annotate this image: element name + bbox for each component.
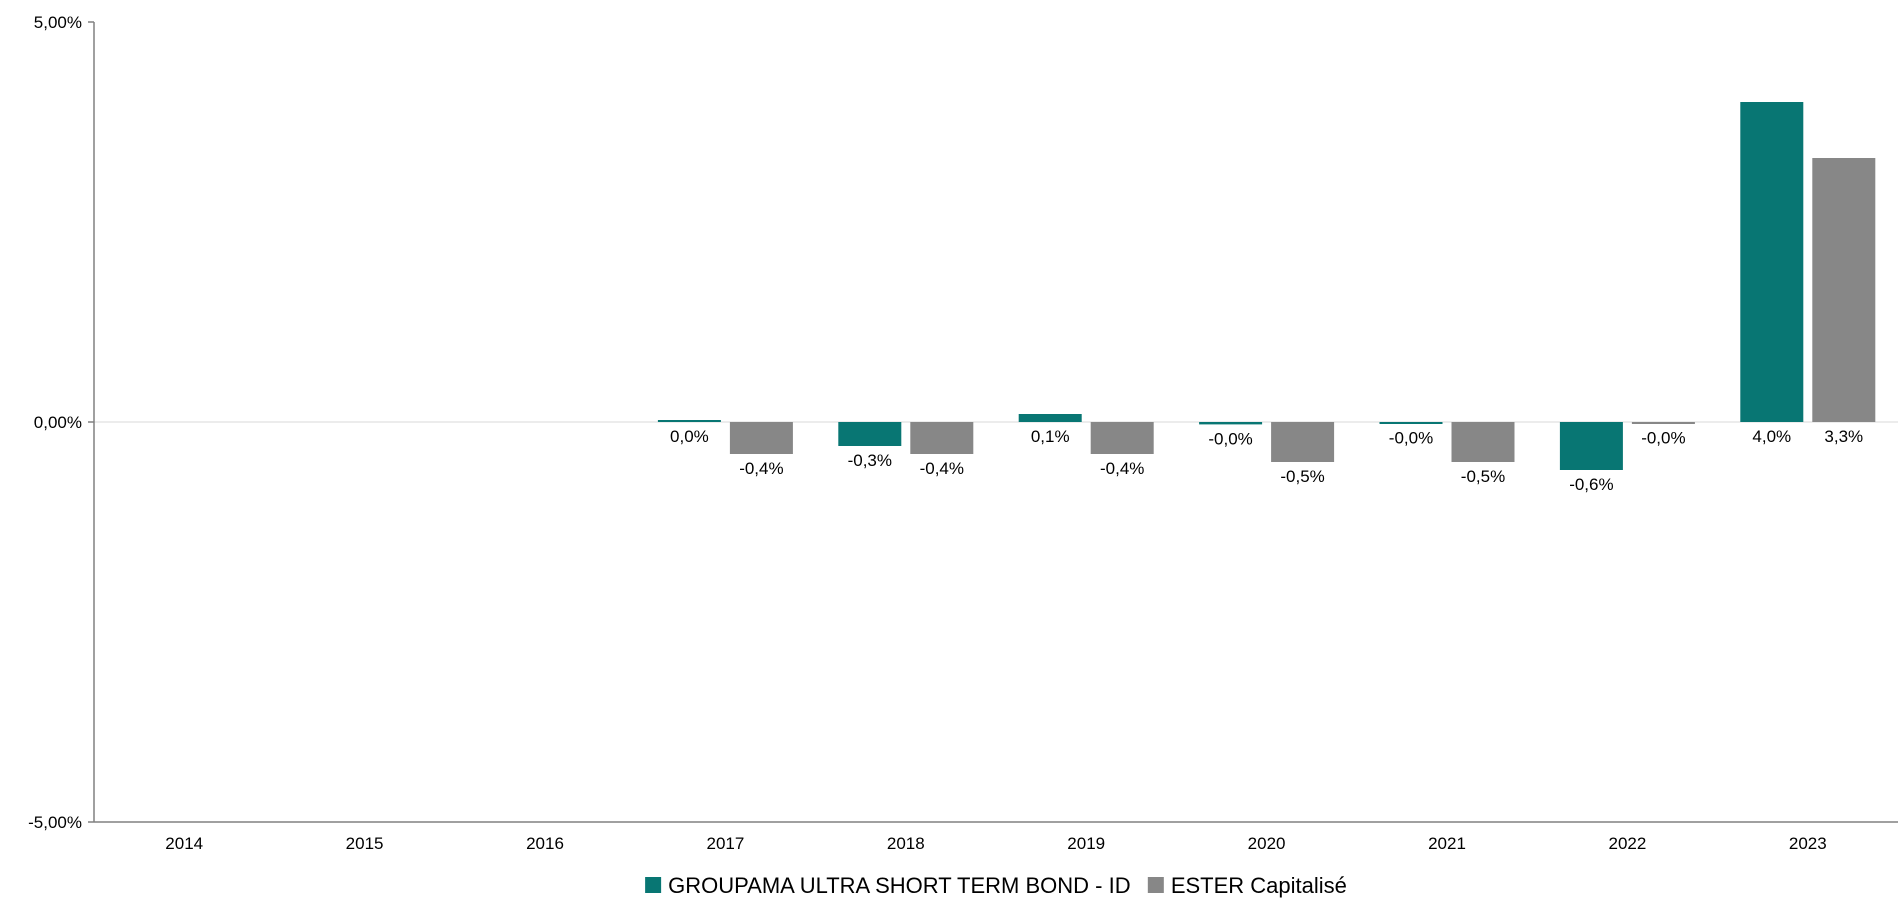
bar-benchmark [1271,422,1335,462]
x-tick-label: 2017 [706,834,744,853]
legend: GROUPAMA ULTRA SHORT TERM BOND - ID ESTE… [645,873,1347,898]
y-axis-ticks: 5,00% 0,00% -5,00% [28,13,94,832]
legend-swatch-ester [1147,877,1164,893]
x-tick-label: 2014 [165,834,203,853]
x-tick-label: 2020 [1248,834,1286,853]
bar-value-label: -0,5% [1280,467,1324,486]
x-tick-label: 2018 [887,834,925,853]
bar-value-label: 0,0% [670,427,709,446]
bar-value-label: -0,4% [739,459,783,478]
bar-value-label: -0,3% [848,451,892,470]
bar-benchmark [1451,422,1515,462]
bar-benchmark [729,422,793,454]
bar-value-label: 0,1% [1031,427,1070,446]
legend-swatch-groupama [645,877,662,893]
bar-fund [1740,102,1804,422]
bar-value-label: -0,4% [1100,459,1144,478]
bar-fund [657,420,721,422]
bar-fund [838,422,902,446]
bar-value-label: -0,5% [1461,467,1505,486]
data-labels: 0,0% -0,3% 0,1% -0,0% -0,0% -0,6% 4,0% -0,4% -0,… [670,427,1863,494]
bar-benchmark [1631,422,1695,424]
x-tick-label: 2019 [1067,834,1105,853]
bar-benchmark [910,422,974,454]
bar-benchmark [1812,158,1876,422]
bar-value-label: 4,0% [1752,427,1791,446]
bar-value-label: -0,4% [920,459,964,478]
bar-benchmark [1090,422,1154,454]
legend-label-groupama: GROUPAMA ULTRA SHORT TERM BOND - ID [668,873,1130,898]
bar-fund [1379,422,1443,424]
y-tick-label: 5,00% [34,13,82,32]
bar-value-label: -0,6% [1569,475,1613,494]
x-tick-label: 2016 [526,834,564,853]
bar-value-label: -0,0% [1641,429,1685,448]
y-tick-label: -5,00% [28,813,82,832]
bar-value-label: -0,0% [1208,429,1252,448]
x-tick-label: 2021 [1428,834,1466,853]
bar-value-label: -0,0% [1389,429,1433,448]
x-tick-label: 2023 [1789,834,1827,853]
y-tick-label: 0,00% [34,413,82,432]
x-tick-label: 2022 [1608,834,1646,853]
x-tick-label: 2015 [346,834,384,853]
bar-value-label: 3,3% [1824,427,1863,446]
legend-label-ester: ESTER Capitalisé [1171,873,1347,898]
bar-fund [1018,414,1082,422]
bar-fund [1199,422,1263,425]
bar-fund [1559,422,1623,470]
x-axis-ticks: 2014 2015 2016 2017 2018 2019 2020 2021 2022 2023 [165,834,1826,853]
bars [657,102,1876,470]
